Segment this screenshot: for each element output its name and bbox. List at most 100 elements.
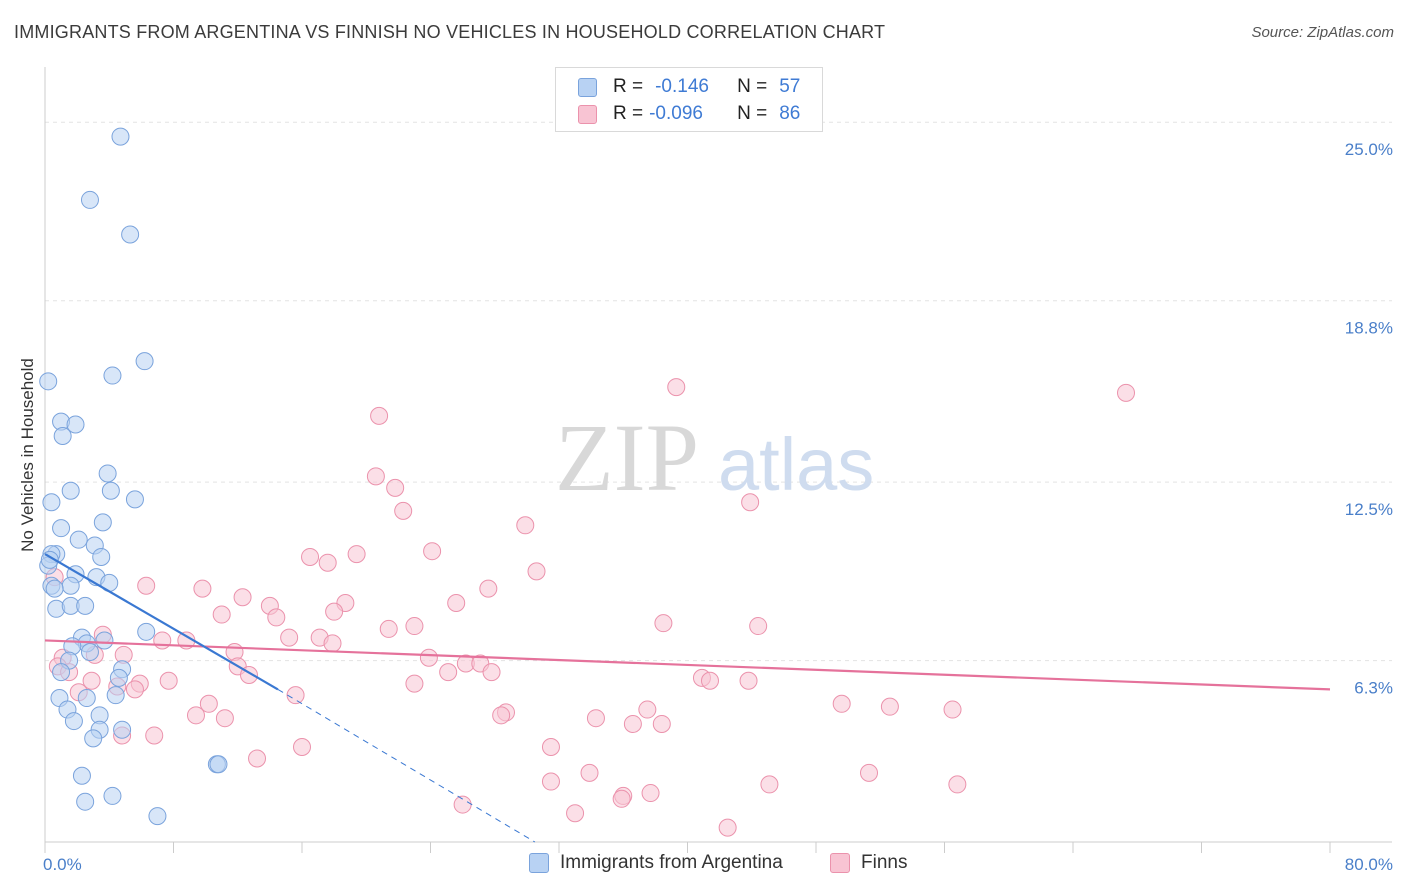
finns-point bbox=[325, 602, 344, 621]
finns-point bbox=[541, 737, 560, 756]
finns-trend-line bbox=[44, 639, 1331, 691]
argentina-point bbox=[121, 225, 140, 244]
finns-point bbox=[652, 714, 671, 733]
finns-point bbox=[293, 737, 311, 756]
argentina-trend-extension bbox=[277, 688, 536, 843]
finns-point bbox=[186, 706, 205, 725]
finns-point bbox=[654, 614, 673, 633]
finns-point bbox=[667, 378, 686, 397]
watermark-atlas: atlas bbox=[718, 423, 874, 506]
y-tick-label: 18.8% bbox=[1345, 319, 1393, 338]
argentina-point bbox=[95, 631, 114, 650]
argentina-point bbox=[80, 642, 99, 661]
argentina-point bbox=[53, 427, 72, 446]
argentina-point bbox=[113, 720, 132, 739]
argentina-point bbox=[64, 712, 83, 731]
argentina-swatch bbox=[529, 853, 549, 873]
finns-point bbox=[423, 542, 442, 561]
watermark: ZIP atlas bbox=[555, 404, 874, 511]
argentina-point bbox=[45, 579, 64, 598]
finns-point bbox=[749, 617, 768, 636]
finns-point bbox=[125, 680, 144, 699]
finns-point bbox=[153, 631, 172, 650]
chart-title: IMMIGRANTS FROM ARGENTINA VS FINNISH NO … bbox=[14, 22, 886, 42]
finns-point bbox=[760, 775, 779, 794]
finns-point bbox=[405, 617, 424, 636]
finns-point bbox=[482, 663, 501, 682]
argentina-point bbox=[103, 786, 122, 805]
finns-point bbox=[347, 545, 366, 564]
legend-n-value: 86 bbox=[779, 103, 801, 124]
legend-r-label: R = bbox=[613, 76, 644, 97]
finns-point bbox=[233, 588, 252, 607]
legend-r-value: -0.146 bbox=[655, 76, 709, 97]
legend-row-finns: R = -0.096 N = 86 bbox=[578, 100, 801, 128]
finns-point bbox=[386, 478, 405, 497]
finns-point bbox=[193, 579, 212, 598]
finns-point bbox=[280, 628, 299, 647]
finns-point bbox=[700, 671, 719, 690]
legend-swatch-blue bbox=[578, 77, 597, 97]
finns-point bbox=[1117, 383, 1136, 402]
finns-point bbox=[741, 493, 760, 512]
finns-point bbox=[638, 700, 657, 719]
argentina-point bbox=[52, 519, 71, 538]
axes bbox=[44, 67, 1392, 853]
finns-point bbox=[739, 671, 758, 690]
legend-label-argentina: Immigrants from Argentina bbox=[560, 852, 783, 873]
y-tick-label: 25.0% bbox=[1345, 140, 1393, 159]
legend-n-label: N = bbox=[737, 76, 768, 97]
finns-point bbox=[492, 706, 511, 725]
finns-point bbox=[623, 714, 642, 733]
legend-item-argentina: Immigrants from Argentina bbox=[529, 852, 783, 874]
finns-swatch bbox=[830, 853, 850, 873]
finns-point bbox=[301, 547, 320, 566]
finns-point bbox=[318, 553, 337, 572]
legend-label-finns: Finns bbox=[861, 852, 908, 873]
argentina-point bbox=[66, 415, 85, 434]
legend-r-value: -0.096 bbox=[649, 103, 703, 124]
finns-point bbox=[718, 818, 737, 837]
finns-point bbox=[419, 648, 438, 667]
finns-point bbox=[212, 605, 231, 624]
argentina-point bbox=[148, 807, 167, 826]
tick-labels: 6.3% 12.5% 18.8% 25.0% 0.0% 80.0% bbox=[43, 140, 1393, 874]
finns-point bbox=[880, 697, 899, 716]
argentina-point bbox=[72, 766, 91, 785]
argentina-point bbox=[80, 190, 99, 209]
x-tick-label: 80.0% bbox=[1345, 855, 1393, 874]
finns-point bbox=[948, 775, 967, 794]
finns-point bbox=[137, 576, 156, 595]
finns-point bbox=[479, 579, 498, 598]
finns-point bbox=[159, 671, 178, 690]
finns-point bbox=[366, 467, 385, 486]
finns-point bbox=[641, 784, 660, 803]
argentina-point bbox=[93, 513, 112, 532]
y-tick-label: 12.5% bbox=[1345, 500, 1393, 519]
argentina-point bbox=[76, 596, 95, 615]
finns-point bbox=[82, 671, 101, 690]
finns-point bbox=[943, 700, 962, 719]
legend-row-argentina: R = -0.146 N = 57 bbox=[578, 73, 800, 101]
finns-point bbox=[199, 694, 218, 713]
finns-point bbox=[145, 726, 164, 745]
argentina-point bbox=[98, 464, 117, 483]
argentina-point bbox=[92, 547, 111, 566]
argentina-point bbox=[106, 686, 125, 705]
argentina-point bbox=[77, 689, 96, 708]
finns-point bbox=[516, 516, 535, 535]
finns-point bbox=[267, 608, 286, 627]
finns-point bbox=[580, 763, 599, 782]
legend-r-label: R = bbox=[613, 103, 644, 124]
argentina-point bbox=[76, 792, 95, 811]
legend-swatch-pink bbox=[578, 104, 597, 124]
y-tick-label: 6.3% bbox=[1354, 679, 1393, 698]
argentina-point bbox=[61, 576, 80, 595]
argentina-point bbox=[42, 493, 61, 512]
argentina-point bbox=[39, 372, 58, 391]
finns-point bbox=[586, 709, 605, 728]
finns-point bbox=[286, 686, 305, 705]
finns-point bbox=[405, 674, 424, 693]
finns-point bbox=[527, 562, 546, 581]
